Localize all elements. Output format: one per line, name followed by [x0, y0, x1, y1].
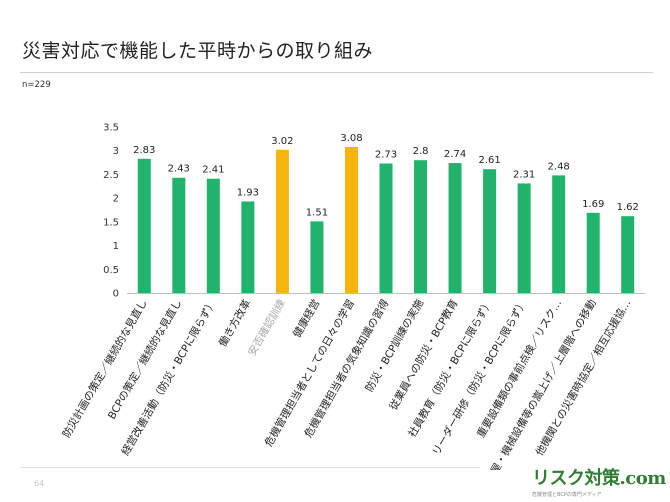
footer-divider: [20, 467, 480, 468]
value-label: 3.02: [271, 136, 293, 147]
bar: [552, 175, 566, 293]
x-axis-labels: 防災計画の策定／継続的な見直しBCPの策定／継続的な見直し経営改善活動（防災・B…: [60, 297, 633, 470]
value-label: 2.48: [548, 161, 570, 172]
bar-chart: 0 0.5 1 1.5 2 2.5 3 3.5 2.83 2.43 2.41 1.93 3.02 1.5…: [60, 123, 645, 470]
bar: [414, 160, 428, 293]
y-tick-label: 2: [113, 194, 119, 205]
bar: [379, 163, 393, 293]
value-label: 2.73: [375, 150, 397, 161]
bars: [137, 146, 635, 293]
value-label: 2.83: [133, 145, 155, 156]
value-label: 2.41: [202, 165, 224, 176]
value-label: 2.61: [478, 155, 500, 166]
bar: [448, 163, 462, 293]
bar: [517, 183, 531, 293]
page-number: 64: [34, 479, 45, 488]
bar: [172, 177, 186, 293]
slide-title: 災害対応で機能した平時からの取り組み: [22, 40, 374, 62]
value-label: 1.51: [306, 207, 328, 218]
bar: [310, 221, 324, 293]
bar: [344, 146, 358, 293]
y-tick-label: 1.5: [103, 217, 119, 228]
y-tick-label: 3.5: [103, 123, 119, 134]
y-tick-label: 1: [113, 241, 119, 252]
category-label: 従業員への防災・BCP教育: [387, 297, 461, 412]
bar: [483, 169, 497, 293]
logo-tagline: 危機管理とBCPの専門メディア: [532, 492, 602, 498]
bar: [621, 216, 635, 293]
logo-text: リスク対策.com: [532, 468, 666, 489]
category-label: 健康経営: [290, 297, 322, 340]
bar: [137, 158, 151, 293]
y-tick-label: 3: [113, 146, 119, 157]
title-divider: [20, 72, 653, 73]
sample-size-note: n=229: [22, 80, 51, 90]
y-tick-label: 0.5: [103, 265, 119, 276]
y-tick-label: 0: [113, 289, 119, 300]
value-label: 2.43: [168, 164, 190, 175]
category-label: 働き方改革: [216, 297, 254, 349]
value-label: 3.08: [340, 133, 362, 144]
bar: [275, 149, 289, 293]
value-label: 2.74: [444, 149, 466, 160]
value-label: 2.8: [413, 146, 429, 157]
value-label: 1.93: [237, 187, 259, 198]
value-label: 1.69: [582, 199, 604, 210]
value-label: 1.62: [617, 202, 639, 213]
logo: リスク対策.com 危機管理とBCPの専門メディア: [532, 464, 666, 502]
bar: [586, 212, 600, 293]
bar: [241, 201, 255, 293]
y-axis: 0 0.5 1 1.5 2 2.5 3 3.5: [103, 123, 645, 300]
y-tick-label: 2.5: [103, 170, 119, 181]
category-label: 防災・BCP訓練の実施: [363, 297, 427, 395]
value-labels: 2.83 2.43 2.41 1.93 3.02 1.51 3.08 2.73 2.8 2.74 2…: [133, 133, 639, 218]
value-label: 2.31: [513, 169, 535, 180]
bar: [206, 178, 220, 293]
